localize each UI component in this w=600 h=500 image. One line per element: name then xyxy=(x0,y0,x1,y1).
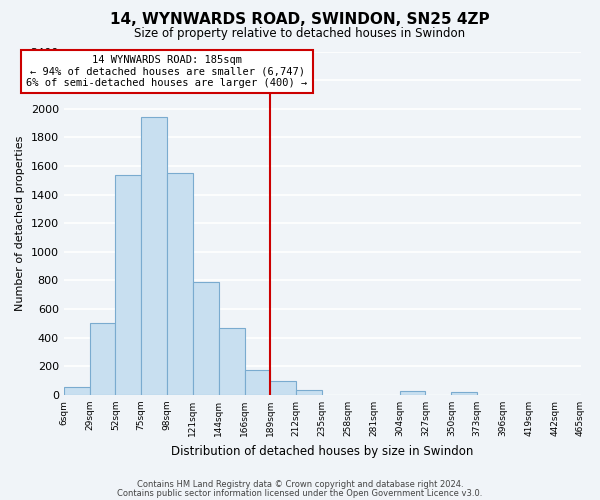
Bar xyxy=(64,387,89,395)
Bar xyxy=(167,173,193,395)
Bar xyxy=(451,392,477,395)
Text: 14, WYNWARDS ROAD, SWINDON, SN25 4ZP: 14, WYNWARDS ROAD, SWINDON, SN25 4ZP xyxy=(110,12,490,28)
Text: 14 WYNWARDS ROAD: 185sqm
← 94% of detached houses are smaller (6,747)
6% of semi: 14 WYNWARDS ROAD: 185sqm ← 94% of detach… xyxy=(26,55,308,88)
Text: Contains public sector information licensed under the Open Government Licence v3: Contains public sector information licen… xyxy=(118,488,482,498)
Bar xyxy=(296,390,322,395)
Y-axis label: Number of detached properties: Number of detached properties xyxy=(15,136,25,311)
Bar xyxy=(245,370,271,395)
Bar xyxy=(89,324,115,395)
Text: Size of property relative to detached houses in Swindon: Size of property relative to detached ho… xyxy=(134,28,466,40)
Bar xyxy=(271,382,296,395)
Bar xyxy=(193,282,219,395)
Bar xyxy=(400,392,425,395)
Bar xyxy=(141,118,167,395)
Bar xyxy=(219,328,245,395)
X-axis label: Distribution of detached houses by size in Swindon: Distribution of detached houses by size … xyxy=(171,444,473,458)
Text: Contains HM Land Registry data © Crown copyright and database right 2024.: Contains HM Land Registry data © Crown c… xyxy=(137,480,463,489)
Bar xyxy=(115,174,141,395)
